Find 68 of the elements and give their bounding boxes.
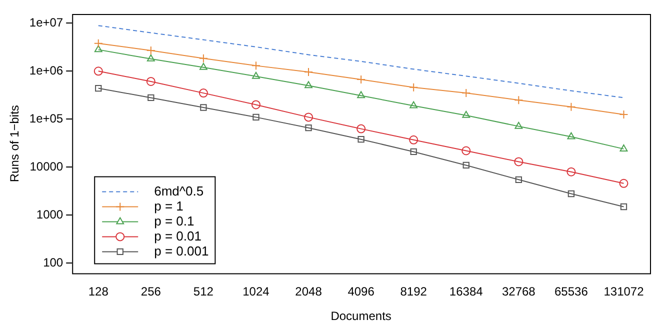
point — [198, 88, 208, 98]
point — [358, 136, 364, 143]
line-series — [98, 25, 624, 98]
point — [356, 124, 366, 134]
point — [252, 114, 260, 121]
legend-label: p = 0.01 — [154, 228, 202, 244]
y-tick-label: 100 — [43, 256, 64, 270]
point — [566, 167, 576, 176]
x-tick-label: 8192 — [400, 284, 428, 299]
x-tick-label: 128 — [88, 284, 109, 299]
point — [409, 82, 418, 92]
point — [567, 132, 576, 140]
point — [514, 96, 524, 105]
point — [146, 76, 156, 86]
x-tick-label: 512 — [193, 284, 214, 299]
point — [357, 91, 366, 98]
point — [462, 110, 470, 118]
point — [304, 112, 314, 122]
point — [515, 176, 522, 183]
legend-label: p = 0.1 — [154, 213, 194, 228]
y-tick-label: 10000 — [30, 160, 64, 174]
point — [146, 54, 155, 62]
point — [566, 102, 576, 112]
point — [514, 122, 523, 129]
point — [356, 75, 366, 84]
point — [304, 81, 312, 88]
point — [568, 190, 575, 198]
x-tick-label: 131072 — [604, 284, 644, 299]
point — [199, 62, 208, 70]
point — [462, 162, 470, 169]
point — [251, 100, 260, 110]
point — [251, 61, 260, 70]
x-tick-label: 16384 — [449, 284, 484, 299]
point — [620, 203, 628, 210]
point — [619, 110, 628, 120]
point — [619, 178, 628, 188]
x-tick-label: 32768 — [502, 284, 536, 299]
x-tick-label: 4096 — [348, 284, 375, 299]
x-tick-label: 256 — [140, 284, 162, 299]
y-tick-label: 1000 — [36, 208, 64, 222]
point — [514, 157, 524, 166]
point — [95, 84, 102, 92]
point — [620, 144, 628, 152]
legend-label: p = 1 — [154, 198, 184, 214]
point — [94, 45, 102, 52]
x-tick-label: 65536 — [554, 284, 588, 299]
point — [410, 101, 418, 108]
point — [252, 72, 260, 79]
point — [94, 66, 103, 76]
y-tick-label: 1e+05 — [29, 111, 64, 126]
point — [198, 54, 208, 63]
point — [94, 38, 103, 48]
point — [305, 124, 312, 132]
point — [462, 146, 471, 156]
legend-label: p = 0.001 — [154, 243, 209, 258]
point — [462, 88, 471, 98]
y-tick-label: 1e+06 — [29, 63, 64, 78]
x-tick-label: 1024 — [242, 284, 270, 299]
point — [409, 135, 418, 144]
y-tick-label: 1e+07 — [29, 15, 64, 30]
point — [148, 94, 154, 102]
point — [410, 148, 417, 156]
x-axis-title: Documents — [330, 309, 392, 324]
point — [146, 46, 156, 55]
x-tick-label: 2048 — [295, 284, 322, 299]
y-axis-title: Runs of 1−bits — [8, 105, 22, 182]
point — [200, 104, 207, 111]
legend-label: 6md^0.5 — [154, 183, 204, 198]
